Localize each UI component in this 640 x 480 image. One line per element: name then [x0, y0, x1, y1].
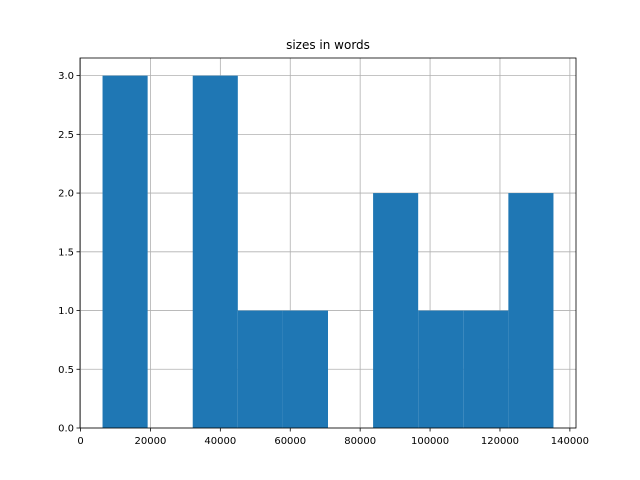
- y-tick-label: 0.0: [58, 424, 74, 435]
- bar: [418, 310, 464, 428]
- x-tick-label: 120000: [481, 436, 519, 447]
- x-tick-label: 0: [77, 436, 83, 447]
- x-tick-label: 80000: [344, 436, 376, 447]
- y-tick-label: 2.0: [58, 189, 74, 200]
- plot-frame: [79, 57, 577, 429]
- x-tick-label: 20000: [135, 436, 167, 447]
- y-tick-label: 1.0: [58, 306, 74, 317]
- x-tick-label: 60000: [274, 436, 306, 447]
- x-tick-label: 140000: [551, 436, 589, 447]
- y-tick-label: 2.5: [58, 130, 74, 141]
- y-tick-label: 0.5: [58, 365, 74, 376]
- y-tick-label: 1.5: [58, 247, 74, 258]
- bar: [192, 75, 238, 428]
- bar: [508, 193, 554, 428]
- bar: [237, 310, 283, 428]
- bar: [463, 310, 509, 428]
- y-tick-label: 3.0: [58, 71, 74, 82]
- bar: [282, 310, 328, 428]
- x-tick-label: 40000: [204, 436, 236, 447]
- chart-title: sizes in words: [286, 38, 370, 52]
- bar: [373, 193, 419, 428]
- bar: [102, 75, 148, 428]
- x-tick-label: 100000: [411, 436, 449, 447]
